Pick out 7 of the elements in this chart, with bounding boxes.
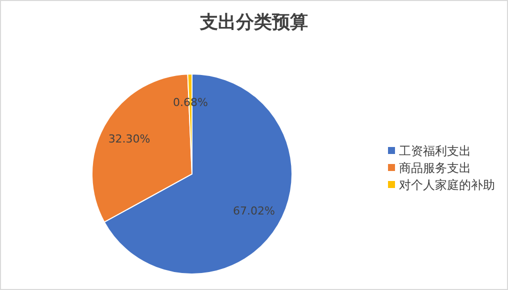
data-label: 0.68% bbox=[172, 96, 208, 109]
chart-title: 支出分类预算 bbox=[199, 12, 308, 33]
data-label: 32.30% bbox=[108, 132, 150, 146]
legend-label: 工资福利支出 bbox=[399, 144, 471, 158]
legend-label: 对个人家庭的补助 bbox=[399, 178, 495, 192]
legend-label: 商品服务支出 bbox=[399, 161, 471, 176]
data-label: 67.02% bbox=[232, 204, 275, 218]
